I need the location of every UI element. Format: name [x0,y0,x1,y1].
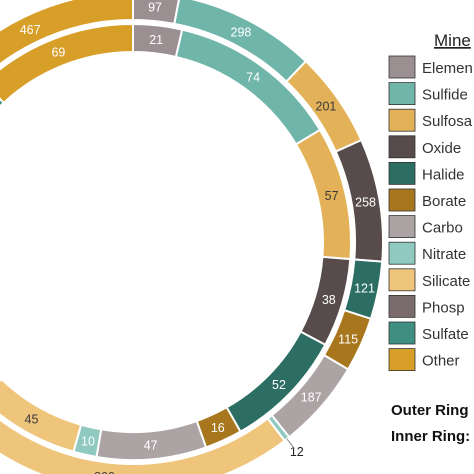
legend-label-halides: Halide [422,166,465,183]
outer-value-label-sulfides: 298 [231,26,252,40]
inner-value-label-silicates: 45 [25,412,39,426]
inner-value-label-borates: 16 [211,421,225,435]
legend-label-oxides: Oxide [422,140,461,157]
outer-value-label-borates: 115 [338,332,358,346]
outer-ring: 97 298 201 258 121 115 187 12 800 467 [0,0,384,474]
legend-swatch-carbonates [388,215,416,239]
outer-value-label-carbonates: 187 [301,390,322,404]
inner-value-label-sulfosalts: 57 [325,189,339,203]
legend: Mine Elemen Sulfide Sulfosa Oxide Halide Bora… [388,31,473,372]
leader-line-nitrates [286,438,295,449]
legend-swatch-halides [388,161,416,185]
outer-value-label-nitrates: 12 [290,445,304,459]
legend-swatch-elements [388,55,416,79]
legend-swatch-phosphates [388,294,416,318]
outer-value-label-silicates: 800 [94,470,115,474]
legend-label-elements: Elemen [422,60,473,77]
legend-label-other: Other [422,353,460,370]
legend-swatch-sulfosalts [388,108,416,132]
outer-value-label-oxides: 258 [355,195,376,209]
outer-ring-label: Outer Ring [391,402,469,419]
legend-label-sulfosalts: Sulfosa [422,113,473,130]
inner-value-label-sulfides: 74 [246,71,260,85]
legend-label-carbonates: Carbo [422,220,463,237]
inner-slice-other [0,22,134,105]
legend-label-sulfides: Sulfide [422,87,468,104]
outer-slice-silicates [0,417,287,474]
outer-value-label-sulfosalts: 201 [316,100,337,114]
legend-swatch-oxides [388,135,416,159]
outer-value-label-halides: 121 [354,281,375,295]
outer-slice-other [0,0,134,66]
legend-label-phosphates: Phosp [422,299,465,316]
inner-value-label-other: 69 [51,46,65,60]
legend-swatch-sulfates [388,321,416,345]
inner-value-label-oxides: 38 [322,293,336,307]
inner-value-label-elements: 21 [149,33,163,47]
outer-value-label-other: 467 [20,23,41,37]
inner-slice-phosphates [0,376,3,382]
inner-ring: 21 74 57 38 52 16 47 10 45 69 [0,22,352,461]
legend-title: Mine [434,31,471,50]
outer-value-label-elements: 97 [148,1,162,15]
legend-label-sulfates: Sulfate [422,326,469,343]
inner-ring-label: Inner Ring: [391,428,470,445]
legend-swatch-other [388,348,416,372]
inner-value-label-carbonates: 47 [144,439,158,453]
inner-value-label-halides: 52 [272,378,286,392]
legend-swatch-borates [388,188,416,212]
legend-swatch-silicates [388,268,416,292]
legend-label-silicates: Silicate [422,273,470,290]
legend-swatch-nitrates [388,241,416,265]
legend-label-nitrates: Nitrate [422,246,466,263]
inner-value-label-nitrates: 10 [81,434,95,448]
legend-swatch-sulfides [388,82,416,105]
legend-label-borates: Borate [422,193,466,210]
